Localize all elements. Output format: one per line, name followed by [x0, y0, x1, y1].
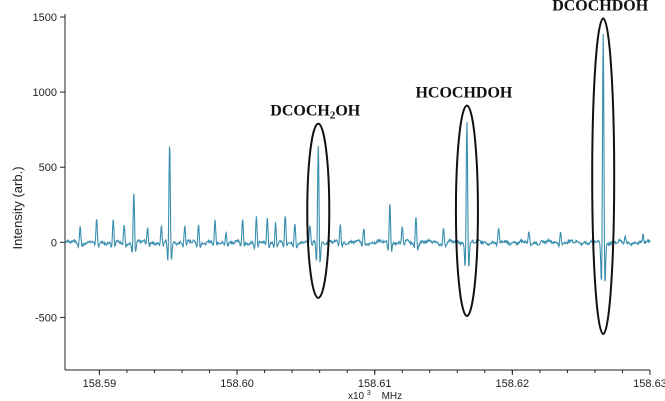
- y-tick-label: 500: [39, 162, 57, 174]
- annotation-ellipse: [454, 104, 479, 317]
- x-tick-label: 158.61: [358, 378, 392, 390]
- annotation-label: HCOCHDOH: [415, 85, 512, 102]
- annotation-label: DCOCH2OH: [270, 103, 361, 122]
- series-group: [64, 34, 651, 282]
- x-axis-multiplier-exponent: 3: [367, 390, 371, 397]
- y-tick-label: 1500: [33, 12, 57, 24]
- x-axis-unit-label: x10 3 MHz: [348, 387, 402, 401]
- y-tick-label: -500: [35, 312, 57, 324]
- x-axis-unit: MHz: [382, 391, 403, 401]
- annotations-group: DCOCH2OH HCOCHDOH DCOCHDOH: [270, 0, 649, 335]
- plot-frame: [64, 14, 650, 371]
- spectrum-trace: [64, 34, 651, 282]
- y-axis-title: Intensity (arb.): [10, 166, 25, 249]
- x-axis-multiplier: x10: [348, 391, 365, 401]
- y-axis-ticks: -500 0 500 1000 1500: [33, 12, 65, 324]
- annotation-ellipse: [306, 122, 331, 299]
- x-tick-label: 158.59: [83, 378, 117, 390]
- y-tick-label: 0: [51, 237, 57, 249]
- annotation-label: DCOCHDOH: [552, 0, 649, 15]
- annotation-ellipse: [591, 17, 616, 335]
- x-tick-label: 158.60: [220, 378, 254, 390]
- x-tick-label: 158.62: [496, 378, 530, 390]
- x-tick-label: 158.63: [633, 378, 665, 390]
- y-tick-label: 1000: [33, 87, 57, 99]
- x-axis-ticks: 158.59 158.60 158.61 158.62 158.63: [83, 370, 665, 390]
